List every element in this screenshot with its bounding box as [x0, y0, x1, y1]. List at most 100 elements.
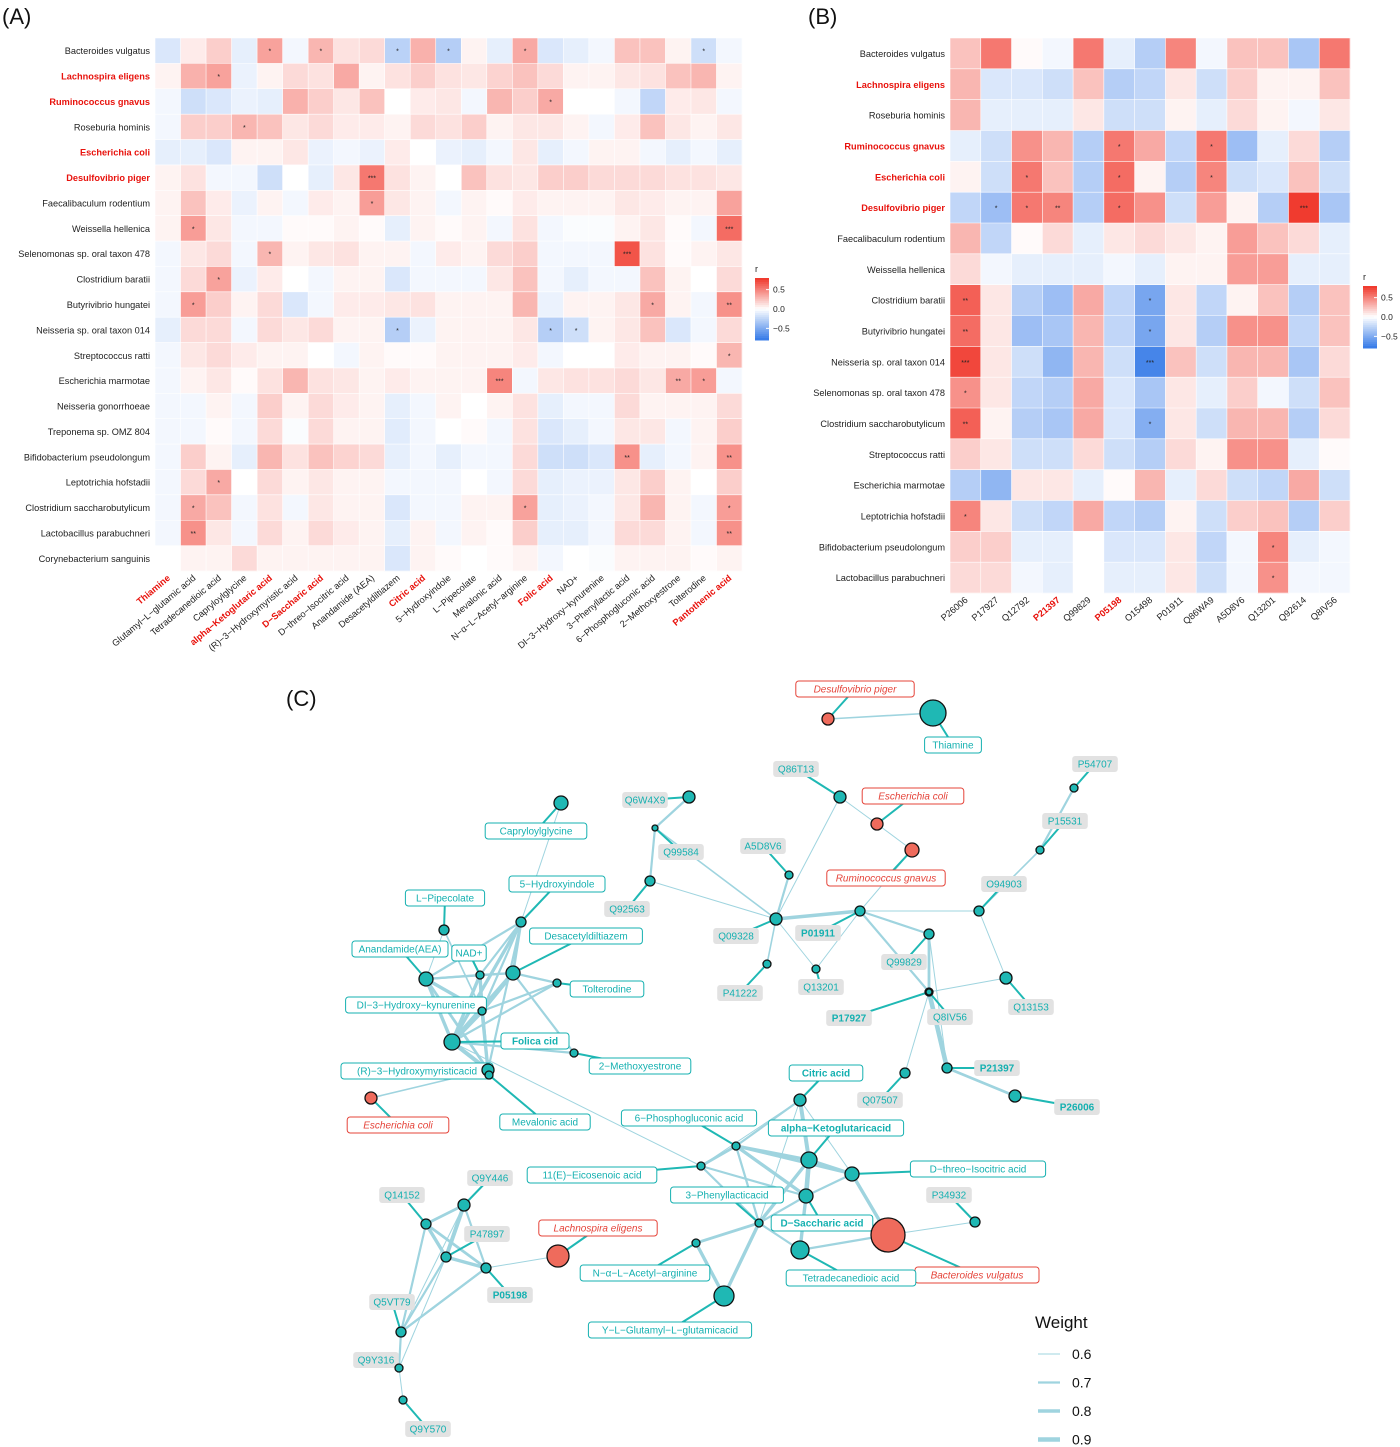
- row-label: Neisseria sp. oral taxon 014: [831, 357, 945, 367]
- legend-gradient-step: [755, 282, 769, 285]
- heatmap-cell: [639, 342, 666, 369]
- column-label: P17927: [970, 595, 1001, 623]
- heatmap-cell: [461, 139, 488, 166]
- heatmap-cell: [665, 393, 692, 420]
- heatmap-cell: [308, 215, 334, 242]
- heatmap-cell: [1196, 284, 1228, 316]
- heatmap-cell: [308, 520, 334, 546]
- heatmap-cell: [486, 520, 513, 546]
- heatmap-cell: [980, 438, 1012, 470]
- node-label: Desacetyldiltiazem: [544, 932, 627, 943]
- heatmap-cell: [333, 469, 360, 496]
- row-label: Roseburia hominis: [74, 122, 150, 132]
- heatmap-cell: [155, 494, 181, 521]
- heatmap-cell: [690, 520, 717, 546]
- significance-mark: *: [1272, 545, 1275, 552]
- row-label: Ruminococcus gnavus: [49, 97, 150, 107]
- heatmap-cell: [588, 215, 615, 242]
- network-edge: [799, 1099, 853, 1175]
- node-label-box: [451, 944, 487, 962]
- heatmap-cell: [359, 367, 385, 394]
- column-label: O15498: [1123, 595, 1154, 624]
- heatmap-cell: [614, 367, 641, 394]
- heatmap-cell: [435, 190, 462, 216]
- heatmap-cell: [512, 215, 539, 242]
- heatmap-cell: [980, 223, 1012, 255]
- node-label: 6−Phosphogluconic acid: [635, 1114, 744, 1125]
- significance-mark: **: [1055, 206, 1061, 213]
- heatmap-cell: [1226, 377, 1258, 409]
- heatmap-cell: [563, 367, 590, 394]
- heatmap-cell: [950, 253, 982, 285]
- heatmap-cell: [384, 241, 411, 267]
- legend-gradient-step: [755, 300, 769, 304]
- heatmap-cell: [563, 291, 590, 318]
- heatmap-cell: [512, 114, 539, 140]
- heatmap-cell: [384, 164, 411, 191]
- significance-mark: *: [702, 49, 705, 56]
- heatmap-cell: [308, 241, 334, 267]
- network-node: [552, 978, 562, 988]
- heatmap-cell: [410, 38, 437, 64]
- network-node: [973, 905, 985, 917]
- heatmap-grid: [949, 37, 1351, 594]
- node-label: L−Pipecolate: [416, 894, 475, 905]
- heatmap-cell: [384, 215, 411, 242]
- network-edge: [722, 1221, 761, 1298]
- network-edge: [839, 796, 878, 825]
- heatmap-cell: [410, 190, 437, 216]
- node-label-box: [379, 1187, 425, 1203]
- network-node: [475, 970, 485, 980]
- heatmap-cell: [614, 38, 641, 64]
- heatmap-cell: [384, 317, 411, 343]
- heatmap-cell: [1073, 38, 1105, 70]
- heatmap-cell: [563, 38, 590, 64]
- heatmap-cell: [257, 520, 283, 546]
- heatmap-cell: [308, 494, 334, 521]
- heatmap-cell: [537, 317, 564, 343]
- heatmap-cell: [231, 469, 258, 496]
- heatmap-cell: [1288, 377, 1320, 409]
- heatmap-cell: [1165, 99, 1197, 131]
- significance-mark: *: [217, 480, 220, 487]
- node-label-box: [499, 1113, 591, 1131]
- heatmap-cell: [537, 520, 564, 546]
- heatmap-cell: [980, 500, 1012, 532]
- heatmap-cell: [665, 494, 692, 521]
- heatmap-cell: [155, 114, 181, 140]
- node-label-box: [1054, 1099, 1100, 1115]
- significance-mark: **: [963, 329, 969, 336]
- heatmap-cell: [435, 342, 462, 369]
- heatmap-cell: [206, 291, 232, 318]
- heatmap-cell: [206, 342, 232, 369]
- node-label-box: [927, 1009, 973, 1025]
- network-edge: [400, 1204, 465, 1333]
- network-edge: [858, 909, 931, 936]
- significance-mark: *: [1118, 206, 1121, 213]
- heatmap-cell: [716, 38, 743, 64]
- heatmap-cell: [461, 317, 488, 343]
- heatmap-cell: [716, 63, 743, 90]
- node-label: D−threo−Isocitric acid: [930, 1165, 1027, 1176]
- heatmap-cell: [1134, 408, 1166, 440]
- heatmap-cell: [333, 114, 360, 140]
- heatmap-cell: [1134, 161, 1166, 193]
- legend-tick-label: −0.5: [1381, 331, 1398, 341]
- legend-gradient-step: [1363, 343, 1377, 347]
- heatmap-cell: [588, 190, 615, 216]
- heatmap-cell: [1165, 68, 1197, 100]
- heatmap-cell: [180, 164, 207, 191]
- heatmap-cell: [257, 88, 283, 115]
- heatmap-cell: [716, 520, 743, 546]
- heatmap-cell: [537, 164, 564, 191]
- legend-tick-label: 0.5: [773, 285, 785, 295]
- network-edge: [399, 1222, 428, 1334]
- heatmap-cell: [588, 38, 615, 64]
- heatmap-cell: [563, 469, 590, 496]
- network-edge: [978, 910, 1007, 979]
- heatmap-cell: [206, 266, 232, 293]
- heatmap-cell: [690, 494, 717, 521]
- heatmap-cell: [461, 520, 488, 546]
- heatmap-cell: [257, 38, 283, 64]
